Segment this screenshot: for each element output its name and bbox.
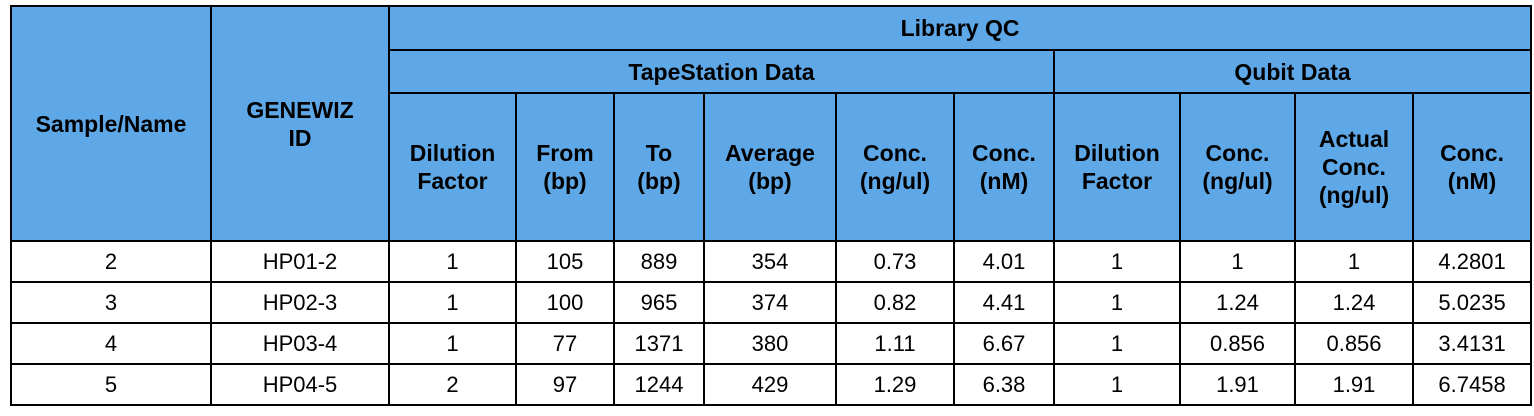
cell-ts-conc-nm: 6.67 xyxy=(953,322,1055,365)
cell-qb-conc-nm: 5.0235 xyxy=(1411,281,1533,324)
cell-qb-conc-ngul: 0.856 xyxy=(1179,322,1296,365)
header-ts-conc-ngul: Conc. (ng/ul) xyxy=(835,92,955,242)
header-library-qc: Library QC xyxy=(387,5,1533,51)
cell-qb-conc-ngul: 1 xyxy=(1179,240,1296,283)
cell-qb-conc-nm: 4.2801 xyxy=(1411,240,1533,283)
header-ts-average-bp: Average (bp) xyxy=(703,92,837,242)
cell-ts-from-bp: 97 xyxy=(515,363,615,406)
table-row: 3 HP02-3 1 100 965 374 0.82 4.41 1 1.24 … xyxy=(10,281,1533,324)
cell-ts-from-bp: 100 xyxy=(515,281,615,324)
cell-sample-name: 2 xyxy=(10,240,212,283)
table-row: 2 HP01-2 1 105 889 354 0.73 4.01 1 1 1 4… xyxy=(10,240,1533,283)
cell-ts-conc-nm: 6.38 xyxy=(953,363,1055,406)
cell-ts-conc-nm: 4.01 xyxy=(953,240,1055,283)
cell-qb-actual-conc-ngul: 1.24 xyxy=(1294,281,1414,324)
cell-ts-dilution-factor: 2 xyxy=(388,363,517,406)
cell-ts-dilution-factor: 1 xyxy=(388,240,517,283)
cell-genewiz-id: HP01-2 xyxy=(210,240,390,283)
cell-qb-conc-ngul: 1.91 xyxy=(1179,363,1296,406)
cell-sample-name: 4 xyxy=(10,322,212,365)
cell-ts-conc-ngul: 1.29 xyxy=(835,363,955,406)
cell-ts-from-bp: 105 xyxy=(515,240,615,283)
cell-ts-to-bp: 889 xyxy=(613,240,705,283)
cell-qb-conc-nm: 3.4131 xyxy=(1411,322,1533,365)
cell-qb-dilution-factor: 1 xyxy=(1053,281,1181,324)
cell-genewiz-id: HP03-4 xyxy=(210,322,390,365)
header-ts-dilution-factor: Dilution Factor xyxy=(388,92,517,242)
header-qubit-data: Qubit Data xyxy=(1052,49,1533,94)
header-qb-conc-ngul: Conc. (ng/ul) xyxy=(1179,92,1296,242)
cell-ts-average-bp: 354 xyxy=(703,240,837,283)
table-row: 4 HP03-4 1 77 1371 380 1.11 6.67 1 0.856… xyxy=(10,322,1533,365)
cell-genewiz-id: HP02-3 xyxy=(210,281,390,324)
cell-ts-conc-ngul: 0.73 xyxy=(835,240,955,283)
cell-sample-name: 3 xyxy=(10,281,212,324)
cell-ts-dilution-factor: 1 xyxy=(388,281,517,324)
cell-ts-dilution-factor: 1 xyxy=(388,322,517,365)
header-row-3: Dilution Factor From (bp) To (bp) Averag… xyxy=(11,92,1533,242)
cell-qb-conc-ngul: 1.24 xyxy=(1179,281,1296,324)
cell-ts-to-bp: 1371 xyxy=(613,322,705,365)
header-qb-conc-nm: Conc. (nM) xyxy=(1411,92,1533,242)
cell-ts-average-bp: 429 xyxy=(703,363,837,406)
header-row-1: Sample/Name GENEWIZ ID Library QC xyxy=(10,5,1533,242)
cell-ts-conc-ngul: 1.11 xyxy=(835,322,955,365)
cell-ts-conc-ngul: 0.82 xyxy=(835,281,955,324)
header-ts-to-bp: To (bp) xyxy=(613,92,705,242)
cell-qb-actual-conc-ngul: 0.856 xyxy=(1294,322,1414,365)
cell-ts-to-bp: 1244 xyxy=(613,363,705,406)
cell-genewiz-id: HP04-5 xyxy=(210,363,390,406)
cell-ts-to-bp: 965 xyxy=(613,281,705,324)
header-genewiz-id: GENEWIZ ID xyxy=(210,5,390,242)
cell-qb-actual-conc-ngul: 1 xyxy=(1294,240,1414,283)
table-row: 5 HP04-5 2 97 1244 429 1.29 6.38 1 1.91 … xyxy=(10,363,1533,406)
cell-ts-conc-nm: 4.41 xyxy=(953,281,1055,324)
cell-qb-dilution-factor: 1 xyxy=(1053,240,1181,283)
header-sample-name: Sample/Name xyxy=(10,5,212,242)
cell-qb-conc-nm: 6.7458 xyxy=(1411,363,1533,406)
cell-qb-actual-conc-ngul: 1.91 xyxy=(1294,363,1414,406)
library-qc-table: Sample/Name GENEWIZ ID Library QC TapeSt… xyxy=(10,5,1533,406)
cell-qb-dilution-factor: 1 xyxy=(1053,322,1181,365)
header-row-2: TapeStation Data Qubit Data xyxy=(11,49,1533,94)
header-ts-from-bp: From (bp) xyxy=(515,92,615,242)
header-ts-conc-nm: Conc. (nM) xyxy=(953,92,1055,242)
cell-sample-name: 5 xyxy=(10,363,212,406)
cell-ts-from-bp: 77 xyxy=(515,322,615,365)
header-qb-dilution-factor: Dilution Factor xyxy=(1053,92,1181,242)
header-tapestation-data: TapeStation Data xyxy=(388,49,1055,94)
header-qb-actual-conc-ngul: Actual Conc. (ng/ul) xyxy=(1294,92,1414,242)
cell-qb-dilution-factor: 1 xyxy=(1053,363,1181,406)
cell-ts-average-bp: 374 xyxy=(703,281,837,324)
cell-ts-average-bp: 380 xyxy=(703,322,837,365)
